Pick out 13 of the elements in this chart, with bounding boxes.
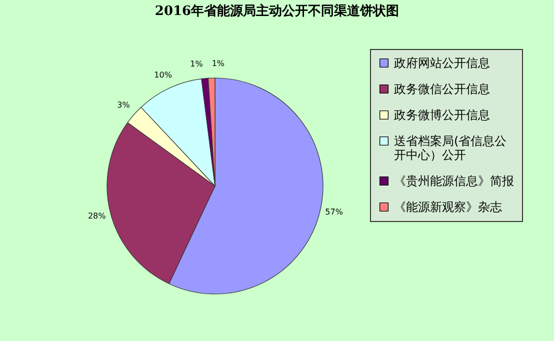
legend-label: 政务微信公开信息 — [394, 82, 490, 96]
chart-title: 2016年省能源局主动公开不同渠道饼状图 — [154, 3, 400, 19]
data-label: 1% — [212, 59, 225, 68]
data-label: 3% — [117, 100, 130, 110]
legend-label: 《能源新观察》杂志 — [394, 200, 502, 214]
data-label: 28% — [88, 211, 106, 220]
legend-label: 政务微博公开信息 — [394, 108, 490, 122]
legend-label: 送省档案局(省信息公开中心）公开 — [394, 134, 507, 162]
data-label: 1% — [190, 60, 204, 69]
legend-label: 《贵州能源信息》简报 — [394, 174, 514, 188]
data-label: 10% — [154, 70, 172, 80]
data-label: 57% — [325, 208, 344, 217]
legend-label: 政府网站公开信息 — [394, 56, 490, 70]
